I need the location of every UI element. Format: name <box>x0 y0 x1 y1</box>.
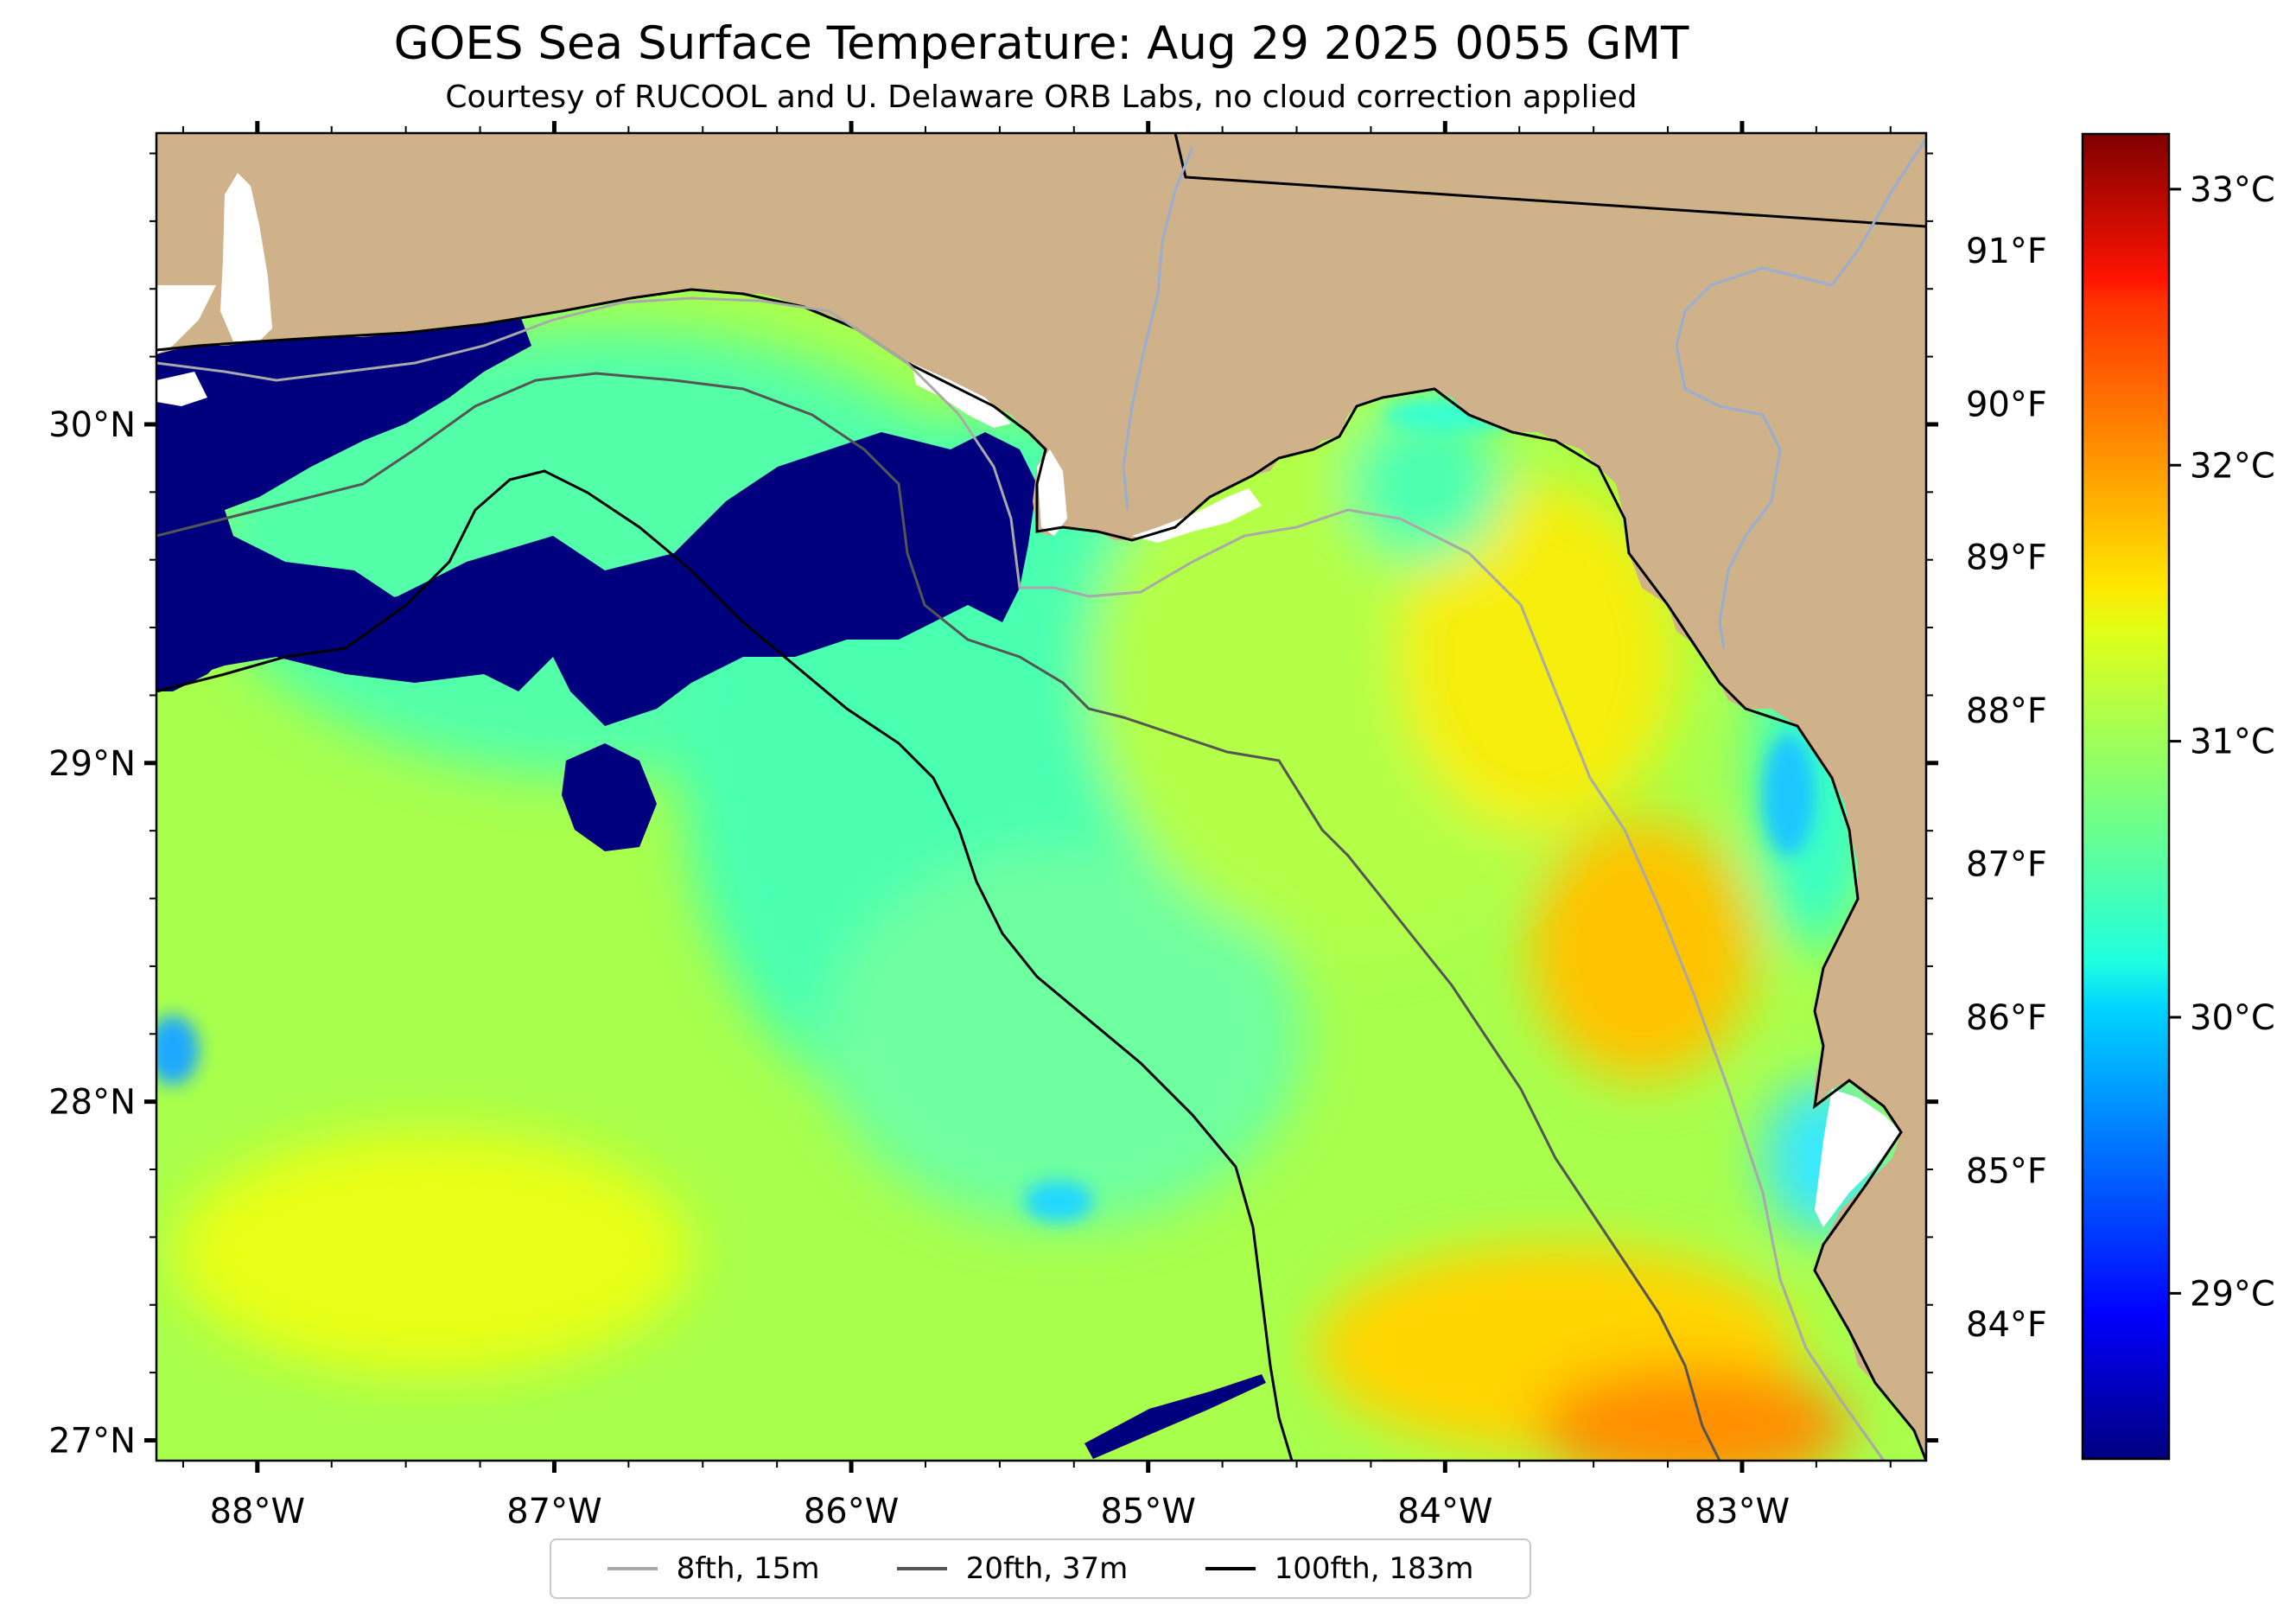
fahrenheit-tick-label: 91°F <box>1966 232 2047 271</box>
lon-tick-label: 84°W <box>1397 1492 1492 1532</box>
colorbar-tick-label: 29°C <box>2190 1274 2275 1314</box>
colorbar-tick-label: 32°C <box>2190 446 2275 486</box>
lon-tick-label: 83°W <box>1695 1492 1790 1532</box>
legend-label: 20fth, 37m <box>965 1551 1129 1586</box>
colorbar-tick-label: 30°C <box>2190 998 2275 1038</box>
map-subtitle: Courtesy of RUCOOL and U. Delaware ORB L… <box>445 80 1638 115</box>
lat-tick-label: 29°N <box>48 744 136 784</box>
fahrenheit-tick-label: 90°F <box>1966 385 2047 424</box>
legend-item: 8fth, 15m <box>607 1551 820 1586</box>
lat-tick-label: 30°N <box>48 405 136 445</box>
fahrenheit-tick-label: 86°F <box>1966 998 2047 1038</box>
colorbar <box>2081 132 2171 1461</box>
lat-tick-label: 27°N <box>48 1421 136 1461</box>
latitude-axis: 30°N 29°N 28°N 27°N <box>48 152 1938 1461</box>
fahrenheit-tick-label: 88°F <box>1966 691 2047 731</box>
colorbar-tick-label: 33°C <box>2190 170 2275 210</box>
legend-label: 8fth, 15m <box>676 1551 820 1586</box>
lat-tick-label: 28°N <box>48 1083 136 1123</box>
land-mass <box>156 133 1926 1461</box>
sst-field <box>156 133 1926 1461</box>
fahrenheit-axis: 91°F 90°F 89°F 88°F 87°F 86°F 85°F 84°F <box>1966 232 2047 1345</box>
legend-label: 100fth, 183m <box>1274 1551 1474 1586</box>
lon-tick-label: 85°W <box>1100 1492 1195 1532</box>
lon-tick-label: 87°W <box>506 1492 601 1532</box>
lon-tick-label: 88°W <box>210 1492 305 1532</box>
legend-line-swatch <box>1205 1567 1256 1570</box>
colorbar-ticks: 33°C 32°C 31°C 30°C 29°C <box>2169 170 2275 1314</box>
legend-item: 100fth, 183m <box>1205 1551 1474 1586</box>
legend-line-swatch <box>896 1567 947 1570</box>
fahrenheit-tick-label: 89°F <box>1966 538 2047 578</box>
isobath-legend: 8fth, 15m 20fth, 37m 100fth, 183m <box>550 1538 1531 1599</box>
map-frame <box>155 131 1928 1462</box>
fahrenheit-tick-label: 84°F <box>1966 1305 2047 1345</box>
colorbar-tick-label: 31°C <box>2190 723 2275 762</box>
map-title: GOES Sea Surface Temperature: Aug 29 202… <box>393 17 1689 70</box>
longitude-axis: 88°W 87°W 86°W 85°W 84°W 83°W <box>181 121 1892 1532</box>
legend-item: 20fth, 37m <box>896 1551 1129 1586</box>
fahrenheit-tick-label: 85°F <box>1966 1151 2047 1191</box>
fahrenheit-tick-label: 87°F <box>1966 845 2047 885</box>
legend-line-swatch <box>607 1567 658 1570</box>
lon-tick-label: 86°W <box>804 1492 899 1532</box>
